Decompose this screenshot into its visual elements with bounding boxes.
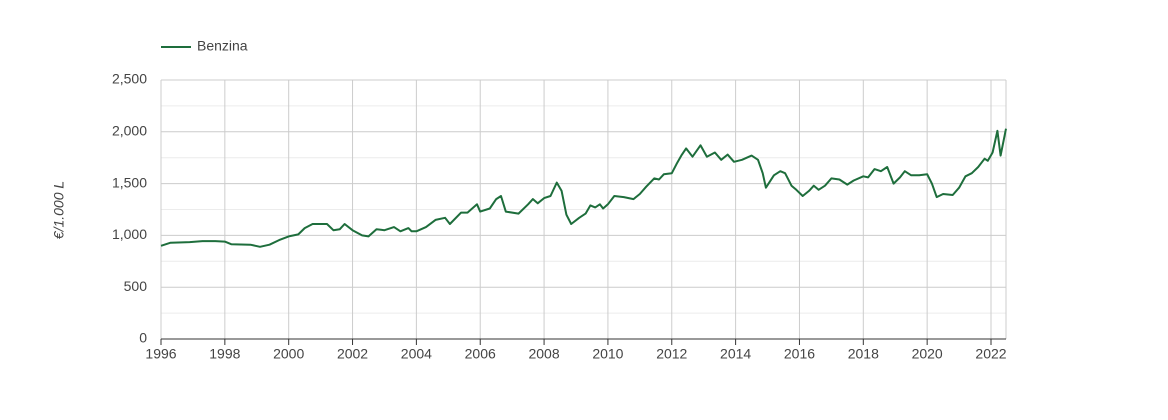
x-tick-label: 2010 <box>592 346 623 362</box>
y-tick-label: 500 <box>124 278 148 294</box>
y-tick-label: 1,000 <box>112 226 147 242</box>
x-tick-label: 2012 <box>656 346 687 362</box>
data-line <box>160 128 1007 248</box>
x-tick-label: 2022 <box>975 346 1006 362</box>
y-tick-label: 0 <box>139 330 147 346</box>
x-tick-label: 2004 <box>401 346 432 362</box>
x-tick-label: 1998 <box>209 346 240 362</box>
x-tick-label: 2020 <box>912 346 943 362</box>
y-tick-label: 2,500 <box>112 71 147 87</box>
y-tick-label: 2,000 <box>112 123 147 139</box>
x-tick-label: 2018 <box>848 346 879 362</box>
x-tick-label: 1996 <box>145 346 176 362</box>
x-tick-label: 2000 <box>273 346 304 362</box>
legend-label: Benzina <box>197 38 248 54</box>
x-tick-label: 2002 <box>337 346 368 362</box>
x-tick-label: 2006 <box>465 346 496 362</box>
x-tick-label: 2014 <box>720 346 751 362</box>
y-axis-label: €/1.000 L <box>51 181 67 239</box>
x-tick-label: 2016 <box>784 346 815 362</box>
x-tick-label: 2008 <box>528 346 559 362</box>
y-tick-label: 1,500 <box>112 174 147 190</box>
